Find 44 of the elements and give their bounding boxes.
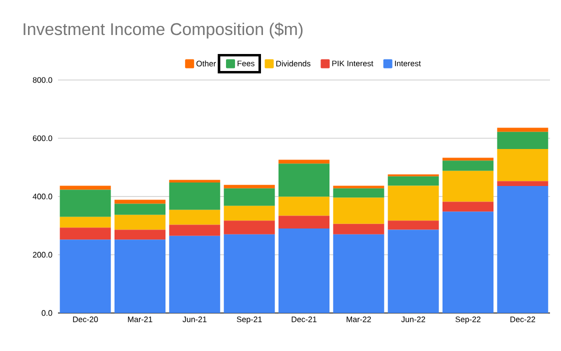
bar: [388, 186, 439, 221]
bar: [333, 224, 384, 234]
bar: [224, 234, 275, 313]
bar: [278, 164, 330, 197]
bar: [278, 196, 330, 216]
bar: [114, 230, 166, 240]
bar: [60, 240, 111, 313]
bar: [497, 128, 548, 132]
bar: [169, 210, 220, 225]
bar: [169, 180, 220, 183]
bar: [442, 170, 494, 202]
bar: [224, 184, 275, 188]
bar: [497, 186, 548, 313]
bar: [333, 198, 384, 224]
bar: [388, 176, 439, 186]
bar: [497, 149, 548, 182]
bar: [442, 160, 494, 171]
bar: [60, 228, 111, 240]
bar: [114, 240, 166, 313]
bar: [333, 186, 384, 188]
bar: [60, 190, 111, 217]
bar: [60, 216, 111, 228]
bar: [114, 214, 166, 230]
bar: [114, 204, 166, 215]
bar: [333, 234, 384, 313]
bar: [388, 220, 439, 230]
bar: [224, 220, 275, 234]
chart-title: Investment Income Composition ($m): [24, 22, 303, 39]
bar: [224, 206, 275, 221]
bar: [169, 182, 220, 210]
bar: [224, 188, 275, 206]
bar: [333, 188, 384, 198]
bar: [497, 181, 548, 186]
bar: [60, 186, 111, 190]
bar: [278, 216, 330, 229]
bar: [169, 236, 220, 313]
bar: [442, 212, 494, 313]
bar: [278, 228, 330, 313]
bar: [388, 230, 439, 313]
bar: [114, 200, 166, 204]
bar: [278, 160, 330, 164]
bar: [442, 202, 494, 212]
bar: [169, 224, 220, 236]
bar: [497, 132, 548, 150]
